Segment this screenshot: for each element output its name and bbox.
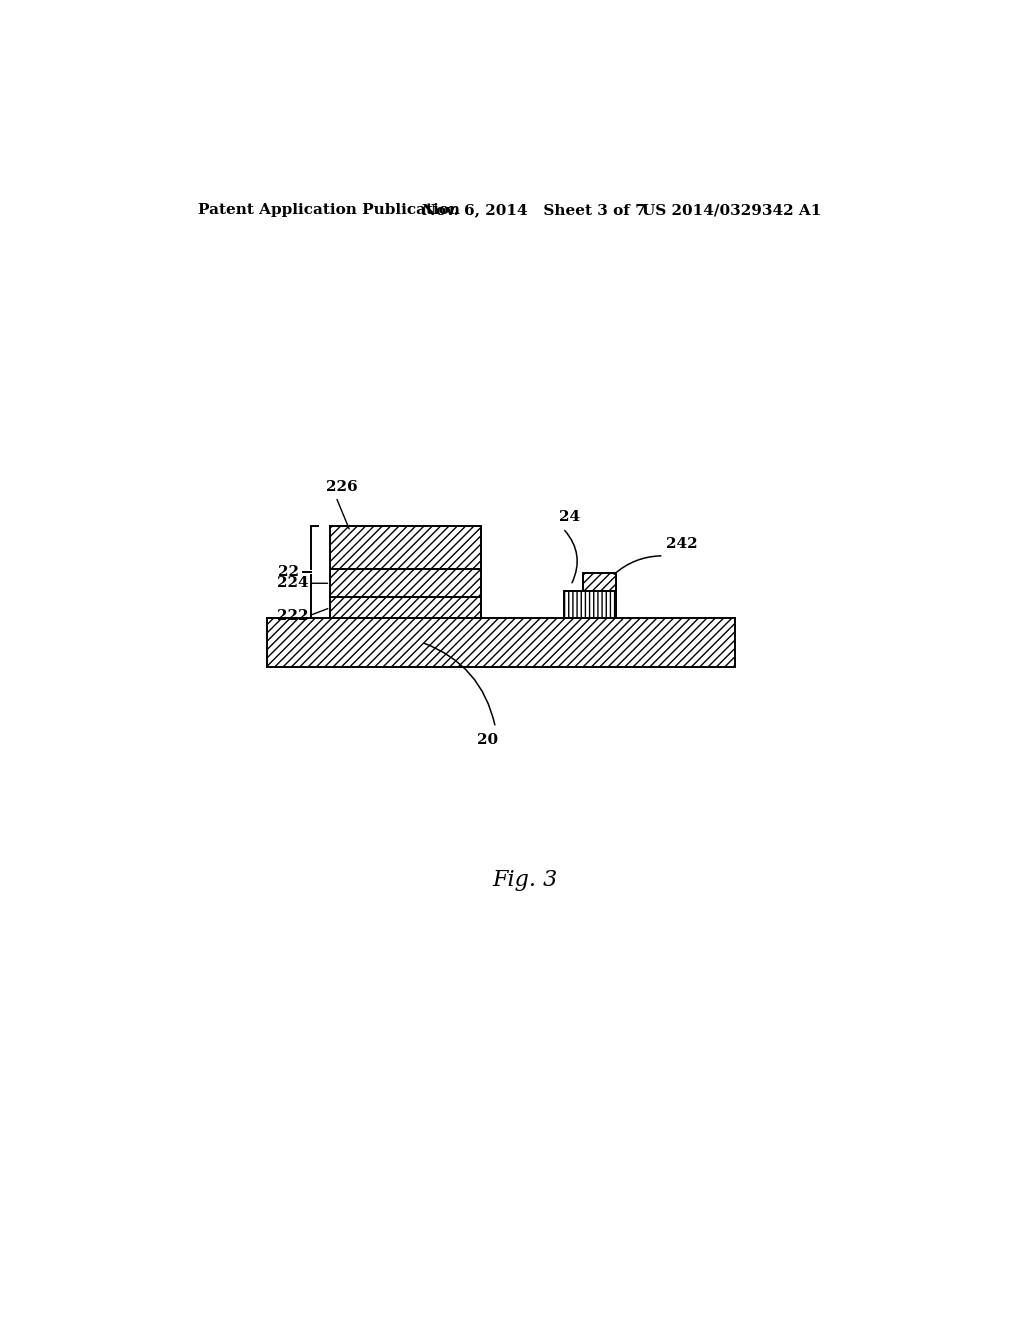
Bar [267,618,735,667]
Text: 24: 24 [559,511,580,524]
Text: US 2014/0329342 A1: US 2014/0329342 A1 [642,203,821,216]
Bar [331,569,481,598]
Text: Nov. 6, 2014   Sheet 3 of 7: Nov. 6, 2014 Sheet 3 of 7 [422,203,645,216]
Text: 242: 242 [666,537,697,550]
FancyArrowPatch shape [565,531,578,583]
FancyArrowPatch shape [424,643,495,725]
Text: Fig. 3: Fig. 3 [493,869,557,891]
Text: 22: 22 [278,565,299,579]
Bar [564,591,616,618]
Text: 226: 226 [327,479,358,494]
Text: Patent Application Publication: Patent Application Publication [198,203,460,216]
Text: 222: 222 [278,609,309,623]
Bar [331,598,481,618]
Text: 20: 20 [477,733,498,747]
FancyArrowPatch shape [614,556,660,574]
Bar [583,573,616,591]
Bar [331,527,481,569]
Text: 224: 224 [278,577,309,590]
